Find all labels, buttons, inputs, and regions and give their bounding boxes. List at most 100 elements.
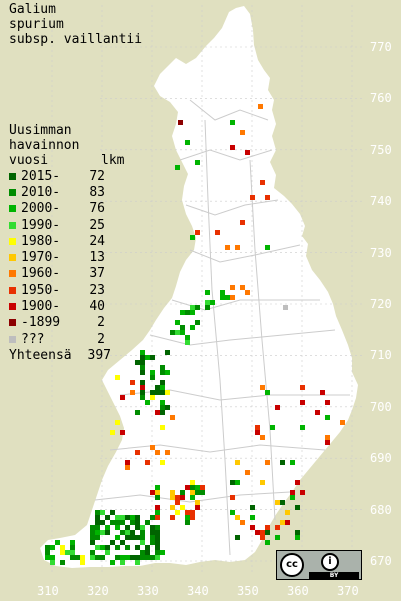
occurrence-square	[215, 230, 220, 235]
legend-count: 2	[97, 315, 105, 331]
occurrence-square	[275, 535, 280, 540]
grid-x-label: 310	[37, 584, 59, 598]
grid-y-label: 720	[370, 297, 392, 311]
occurrence-square	[195, 230, 200, 235]
occurrence-square	[195, 505, 200, 510]
occurrence-square	[110, 510, 115, 515]
occurrence-square	[125, 525, 130, 530]
occurrence-square	[230, 495, 235, 500]
occurrence-square	[165, 350, 170, 355]
occurrence-square	[155, 390, 160, 395]
occurrence-square	[100, 530, 105, 535]
species-epithet: spurium	[9, 17, 64, 32]
occurrence-square	[265, 460, 270, 465]
legend-total-count: 397	[87, 347, 111, 363]
occurrence-square	[120, 555, 125, 560]
occurrence-square	[155, 410, 160, 415]
grid-y-label: 700	[370, 399, 392, 414]
occurrence-square	[155, 535, 160, 540]
occurrence-square	[270, 425, 275, 430]
occurrence-square	[90, 555, 95, 560]
occurrence-square	[110, 540, 115, 545]
occurrence-square	[150, 375, 155, 380]
occurrence-square	[245, 470, 250, 475]
occurrence-square	[120, 540, 125, 545]
legend-period-label: -1899	[21, 315, 61, 331]
occurrence-square	[95, 535, 100, 540]
occurrence-square	[185, 340, 190, 345]
occurrence-square	[115, 420, 120, 425]
occurrence-square	[255, 425, 260, 430]
occurrence-square	[235, 515, 240, 520]
occurrence-square	[180, 505, 185, 510]
legend-row: 1960- 37	[9, 266, 124, 282]
occurrence-square	[145, 550, 150, 555]
occurrence-square	[145, 400, 150, 405]
legend-period-label: 1990-	[21, 217, 61, 233]
grid-y-label: 680	[370, 502, 392, 517]
occurrence-square	[90, 535, 95, 540]
legend-period-label: ???	[21, 331, 45, 347]
occurrence-square	[50, 555, 55, 560]
occurrence-square	[285, 510, 290, 515]
legend-swatch	[9, 286, 16, 294]
occurrence-square	[125, 545, 130, 550]
legend-swatch	[9, 319, 16, 327]
legend-heading-1: Uusimman	[9, 123, 72, 138]
legend-count: 72	[89, 168, 105, 184]
occurrence-square	[125, 530, 130, 535]
occurrence-square	[110, 520, 115, 525]
occurrence-square	[60, 550, 65, 555]
occurrence-square	[165, 450, 170, 455]
occurrence-square	[300, 400, 305, 405]
occurrence-square	[110, 560, 115, 565]
legend-count: 25	[89, 217, 105, 233]
legend-period-label: 1980-	[21, 233, 61, 249]
occurrence-square	[145, 355, 150, 360]
occurrence-square	[90, 530, 95, 535]
occurrence-square	[230, 120, 235, 125]
occurrence-square	[230, 285, 235, 290]
occurrence-square	[150, 445, 155, 450]
occurrence-square	[260, 535, 265, 540]
occurrence-square	[160, 365, 165, 370]
occurrence-square	[135, 535, 140, 540]
legend-heading-3: vuosi	[9, 153, 49, 168]
occurrence-square	[105, 525, 110, 530]
occurrence-square	[265, 540, 270, 545]
occurrence-square	[235, 245, 240, 250]
occurrence-squares	[45, 104, 345, 565]
grid-y-label: 710	[370, 348, 392, 363]
occurrence-square	[140, 355, 145, 360]
occurrence-square	[190, 305, 195, 310]
legend-period-label: 1970-	[21, 250, 61, 266]
occurrence-square	[155, 495, 160, 500]
occurrence-square	[140, 540, 145, 545]
occurrence-square	[50, 545, 55, 550]
occurrence-square	[140, 555, 145, 560]
occurrence-square	[150, 370, 155, 375]
occurrence-square	[170, 505, 175, 510]
occurrence-square	[280, 500, 285, 505]
legend-count: 37	[89, 266, 105, 282]
occurrence-square	[185, 515, 190, 520]
occurrence-square	[150, 525, 155, 530]
legend-row: 1990- 25	[9, 217, 124, 233]
occurrence-square	[140, 530, 145, 535]
occurrence-square	[120, 515, 125, 520]
occurrence-square	[165, 405, 170, 410]
grid-y-label: 770	[370, 40, 392, 54]
grid-y-label: 670	[370, 554, 392, 568]
occurrence-square	[45, 545, 50, 550]
occurrence-square	[325, 440, 330, 445]
occurrence-square	[260, 480, 265, 485]
occurrence-square	[160, 370, 165, 375]
grid-x-label: 320	[87, 584, 109, 598]
occurrence-square	[155, 525, 160, 530]
occurrence-square	[195, 160, 200, 165]
occurrence-square	[320, 390, 325, 395]
occurrence-square	[145, 460, 150, 465]
occurrence-square	[135, 360, 140, 365]
legend-swatch	[9, 172, 16, 180]
